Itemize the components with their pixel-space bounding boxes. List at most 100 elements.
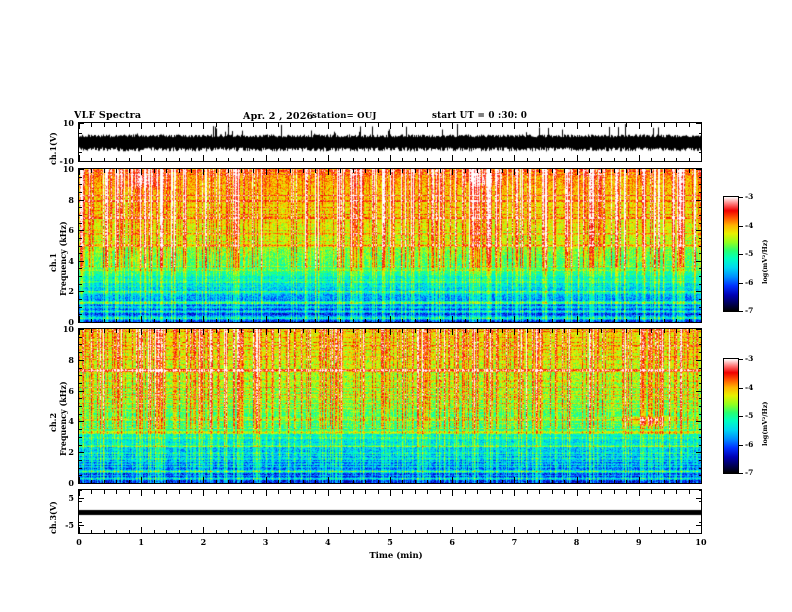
y-tick-label: 2 bbox=[68, 447, 74, 457]
x-tick bbox=[328, 169, 329, 175]
x-tick bbox=[278, 318, 279, 322]
x-tick bbox=[79, 527, 80, 533]
x-tick bbox=[614, 169, 615, 173]
x-tick bbox=[241, 479, 242, 483]
y-tick-minor bbox=[79, 314, 82, 315]
x-tick bbox=[91, 329, 92, 333]
y-tick-minor bbox=[698, 223, 701, 224]
x-tick bbox=[203, 329, 204, 335]
y-tick-minor bbox=[79, 460, 82, 461]
x-tick bbox=[601, 529, 602, 533]
ch1-spectrogram-image bbox=[79, 169, 701, 322]
x-tick-label: 0 bbox=[76, 537, 82, 547]
x-tick bbox=[191, 490, 192, 494]
x-tick bbox=[116, 329, 117, 333]
y-tick-minor bbox=[698, 246, 701, 247]
x-tick bbox=[651, 123, 652, 127]
x-tick bbox=[415, 329, 416, 333]
x-tick bbox=[328, 123, 329, 129]
x-tick bbox=[689, 490, 690, 494]
x-tick bbox=[465, 479, 466, 483]
colorbar-2: -3 -4 -5 -6 -7 log(mV²/Hz) bbox=[723, 354, 769, 477]
y-tick-label: 6 bbox=[68, 225, 74, 235]
x-tick bbox=[216, 490, 217, 494]
x-tick bbox=[676, 123, 677, 127]
x-tick bbox=[539, 529, 540, 533]
y-tick-minor bbox=[79, 512, 82, 513]
x-tick bbox=[378, 123, 379, 127]
x-tick bbox=[104, 123, 105, 127]
x-tick bbox=[490, 479, 491, 483]
x-tick bbox=[179, 529, 180, 533]
x-tick bbox=[315, 529, 316, 533]
y-tick-major bbox=[696, 525, 701, 526]
x-tick bbox=[154, 529, 155, 533]
x-tick bbox=[427, 329, 428, 333]
panel-ch2-spectrogram bbox=[78, 328, 702, 484]
x-tick bbox=[179, 329, 180, 333]
y-tick-minor bbox=[698, 368, 701, 369]
x-tick bbox=[427, 318, 428, 322]
x-tick bbox=[577, 123, 578, 129]
x-tick bbox=[514, 316, 515, 322]
ch2-frequency-axis-title-line2: Frequency (kHz) bbox=[58, 381, 68, 456]
y-tick-label: -10 bbox=[59, 156, 74, 166]
x-tick bbox=[626, 318, 627, 322]
x-tick bbox=[477, 479, 478, 483]
x-tick bbox=[91, 490, 92, 494]
y-tick-label: 10 bbox=[62, 118, 74, 128]
x-tick bbox=[303, 490, 304, 494]
y-tick-minor bbox=[698, 184, 701, 185]
x-tick bbox=[664, 490, 665, 494]
x-tick bbox=[452, 316, 453, 322]
x-tick bbox=[465, 123, 466, 127]
y-tick-major bbox=[696, 329, 701, 330]
y-tick-minor bbox=[698, 383, 701, 384]
colorbar-title-1: log(mV²/Hz) bbox=[761, 239, 769, 284]
x-tick bbox=[664, 529, 665, 533]
y-tick-minor bbox=[698, 414, 701, 415]
x-tick bbox=[527, 529, 528, 533]
x-tick bbox=[91, 318, 92, 322]
x-tick bbox=[477, 329, 478, 333]
colorbar-tick-label: -3 bbox=[745, 354, 754, 363]
x-tick bbox=[601, 318, 602, 322]
colorbar-tick-label: -4 bbox=[745, 221, 754, 230]
y-tick-minor bbox=[698, 276, 701, 277]
y-tick-minor bbox=[79, 490, 82, 491]
x-tick bbox=[427, 123, 428, 127]
x-tick bbox=[328, 477, 329, 483]
x-tick bbox=[340, 318, 341, 322]
y-tick-major bbox=[79, 291, 84, 292]
x-tick bbox=[601, 123, 602, 127]
x-tick bbox=[315, 169, 316, 173]
x-tick bbox=[104, 318, 105, 322]
y-tick-major bbox=[696, 483, 701, 484]
x-tick bbox=[266, 316, 267, 322]
x-tick bbox=[228, 490, 229, 494]
x-tick bbox=[253, 329, 254, 333]
y-tick-minor bbox=[79, 177, 82, 178]
colorbar-tick bbox=[739, 226, 743, 227]
x-tick bbox=[465, 157, 466, 161]
x-tick bbox=[303, 529, 304, 533]
x-tick bbox=[452, 169, 453, 175]
x-tick bbox=[664, 318, 665, 322]
x-tick bbox=[353, 169, 354, 173]
colorbar-tick bbox=[739, 416, 743, 417]
x-tick bbox=[91, 169, 92, 173]
x-tick-label: 4 bbox=[325, 537, 331, 547]
y-tick-major bbox=[79, 360, 84, 361]
x-tick bbox=[378, 157, 379, 161]
x-tick bbox=[278, 123, 279, 127]
x-tick bbox=[353, 157, 354, 161]
panel-ch1-spectrogram bbox=[78, 168, 702, 323]
x-tick bbox=[79, 490, 80, 496]
x-tick bbox=[564, 157, 565, 161]
ch3-voltage-axis-title: ch.3(V) bbox=[48, 501, 58, 534]
x-tick bbox=[626, 169, 627, 173]
x-tick bbox=[676, 318, 677, 322]
y-tick-minor bbox=[698, 284, 701, 285]
colorbar-tick-label: -4 bbox=[745, 383, 754, 392]
